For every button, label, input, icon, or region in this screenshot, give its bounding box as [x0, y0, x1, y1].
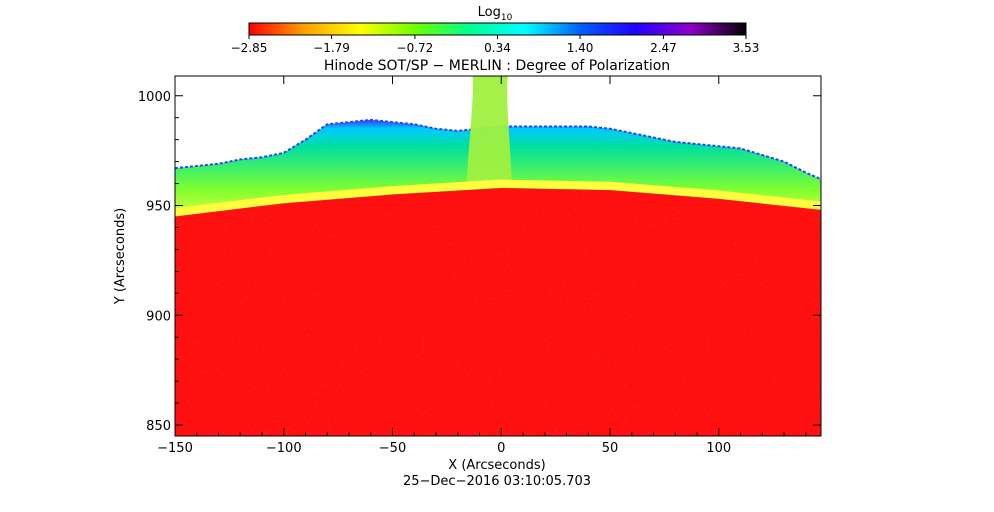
colorbar-tick-label: 2.47 [650, 41, 677, 55]
colorbar-tick-label: 1.40 [567, 41, 594, 55]
x-tick-label: −150 [157, 441, 193, 456]
y-tick-label: 900 [146, 309, 171, 324]
chart-title: Hinode SOT/SP − MERLIN : Degree of Polar… [324, 58, 670, 74]
disk-speckles [175, 187, 821, 436]
y-tick-label: 1000 [138, 90, 171, 105]
polar-jet [466, 76, 512, 188]
x-tick-label: 100 [706, 441, 731, 456]
colorbar-tick-label: 0.34 [484, 41, 511, 55]
colorbar-tick-label: 3.53 [733, 41, 760, 55]
y-tick-label: 850 [146, 419, 171, 434]
plot-frame [174, 75, 822, 437]
polarization-map [175, 76, 821, 436]
x-tick-label: 0 [497, 441, 505, 456]
colorbar-tick-label: −1.79 [313, 41, 350, 55]
colorbar [248, 22, 747, 36]
limb-band [175, 179, 821, 217]
colorbar-tick-label: −2.85 [231, 41, 268, 55]
timestamp: 25−Dec−2016 03:10:05.703 [403, 474, 591, 489]
x-tick-label: −100 [266, 441, 302, 456]
x-axis-label: X (Arcseconds) [448, 458, 545, 473]
x-tick-label: 50 [602, 441, 619, 456]
colorbar-tick-label: −0.72 [397, 41, 434, 55]
axis-ticks: −150 −100 −50 0 50 100 850 900 950 1000 [138, 76, 821, 456]
x-tick-label: −50 [379, 441, 406, 456]
colorbar-ticks: −2.85 −1.79 −0.72 0.34 1.40 2.47 3.53 [231, 35, 760, 55]
colorbar-label: Log10 [478, 5, 513, 23]
y-tick-label: 950 [146, 200, 171, 215]
y-axis-label: Y (Arcseconds) [113, 208, 128, 305]
